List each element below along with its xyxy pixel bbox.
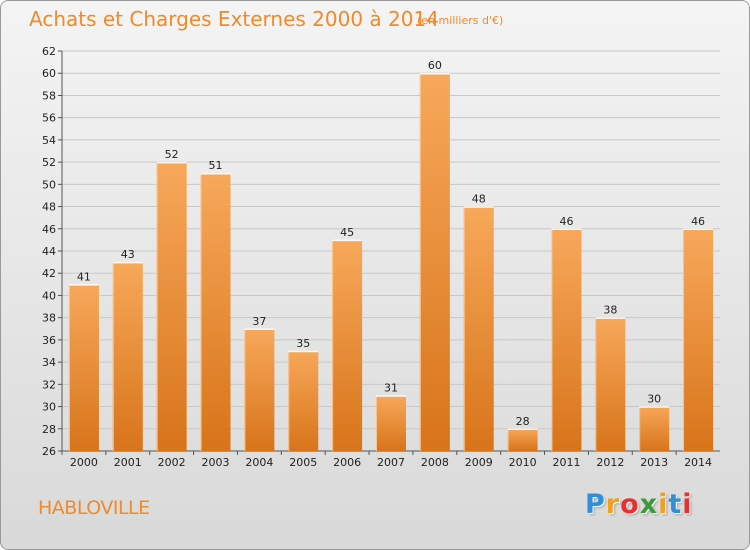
bar-2010 [507, 428, 538, 451]
y-tick-label: 60 [42, 67, 56, 80]
data-label-2008: 60 [428, 59, 442, 72]
bar-2009 [463, 206, 494, 451]
y-tick-label: 52 [42, 156, 56, 169]
bar-2007 [376, 395, 406, 451]
y-tick-label: 34 [42, 356, 56, 369]
y-tick-label: 26 [42, 445, 56, 458]
bar-2012 [595, 317, 626, 451]
bar-2014 [683, 228, 714, 451]
x-tick-label-2010: 2010 [509, 456, 537, 469]
y-tick-label: 32 [42, 378, 56, 391]
x-tick-label-2011: 2011 [552, 456, 580, 469]
y-tick-label: 46 [42, 223, 56, 236]
y-tick-label: 38 [42, 312, 56, 325]
labels: 26 28 30 32 34 36 38 40 42 44 46 48 50 52 54 56 58 60 62 41… [42, 45, 712, 469]
logo-letter: P [585, 489, 606, 520]
bar-2001 [112, 262, 143, 451]
x-tick-label-2007: 2007 [377, 456, 405, 469]
chart-subtitle: (en milliers d'€) [417, 14, 504, 27]
data-label-2002: 52 [165, 148, 179, 161]
x-tick-label-2004: 2004 [245, 456, 273, 469]
bar-2004 [244, 328, 275, 451]
y-tick-label: 28 [42, 423, 56, 436]
data-label-2012: 38 [603, 304, 617, 317]
bar-2008 [419, 73, 450, 451]
bar-2002 [156, 162, 187, 451]
logo-letter: t [668, 489, 683, 520]
bar-2011 [551, 228, 582, 451]
data-label-2000: 41 [77, 270, 91, 283]
x-tick-label-2000: 2000 [70, 456, 98, 469]
y-tick-label: 56 [42, 112, 56, 125]
x-tick-label-2012: 2012 [596, 456, 624, 469]
x-tick-label-2008: 2008 [421, 456, 449, 469]
x-tick-label-2013: 2013 [640, 456, 668, 469]
data-label-2003: 51 [209, 159, 223, 172]
proxiti-logo: Proxiti [585, 489, 693, 520]
data-label-2006: 45 [340, 226, 354, 239]
bar-2005 [288, 351, 319, 451]
commune-name: HABLOVILLE [38, 497, 150, 519]
bar-2006 [332, 239, 363, 451]
y-tick-label: 42 [42, 267, 56, 280]
data-label-2010: 28 [516, 415, 530, 428]
y-tick-label: 50 [42, 178, 56, 191]
data-label-2001: 43 [121, 248, 135, 261]
data-label-2005: 35 [296, 337, 310, 350]
chart-title: Achats et Charges Externes 2000 à 2014 [29, 7, 439, 31]
x-tick-label-2009: 2009 [465, 456, 493, 469]
y-tick-label: 62 [42, 45, 56, 58]
y-tick-label: 40 [42, 289, 56, 302]
bar-2003 [200, 173, 231, 451]
data-label-2009: 48 [472, 193, 486, 206]
logo-letter: o [620, 489, 640, 520]
data-label-2011: 46 [559, 215, 573, 228]
data-label-2013: 30 [647, 393, 661, 406]
y-tick-label: 30 [42, 401, 56, 414]
logo-letter: i [658, 489, 669, 520]
x-tick-label-2002: 2002 [158, 456, 186, 469]
y-tick-label: 48 [42, 201, 56, 214]
x-tick-label-2001: 2001 [114, 456, 142, 469]
logo-letter: r [605, 489, 621, 520]
data-label-2014: 46 [691, 215, 705, 228]
y-tick-label: 58 [42, 89, 56, 102]
bar-2000 [68, 284, 99, 451]
logo-letter: x [639, 489, 659, 520]
y-tick-label: 36 [42, 334, 56, 347]
x-tick-label-2014: 2014 [684, 456, 712, 469]
y-tick-label: 54 [42, 134, 56, 147]
data-label-2004: 37 [252, 315, 266, 328]
y-tick-label: 44 [42, 245, 56, 258]
x-tick-label-2005: 2005 [289, 456, 317, 469]
logo-letter: i [682, 489, 693, 520]
x-tick-label-2006: 2006 [333, 456, 361, 469]
bars [68, 72, 714, 451]
data-label-2007: 31 [384, 381, 398, 394]
x-tick-label-2003: 2003 [202, 456, 230, 469]
bar-2013 [639, 406, 670, 451]
